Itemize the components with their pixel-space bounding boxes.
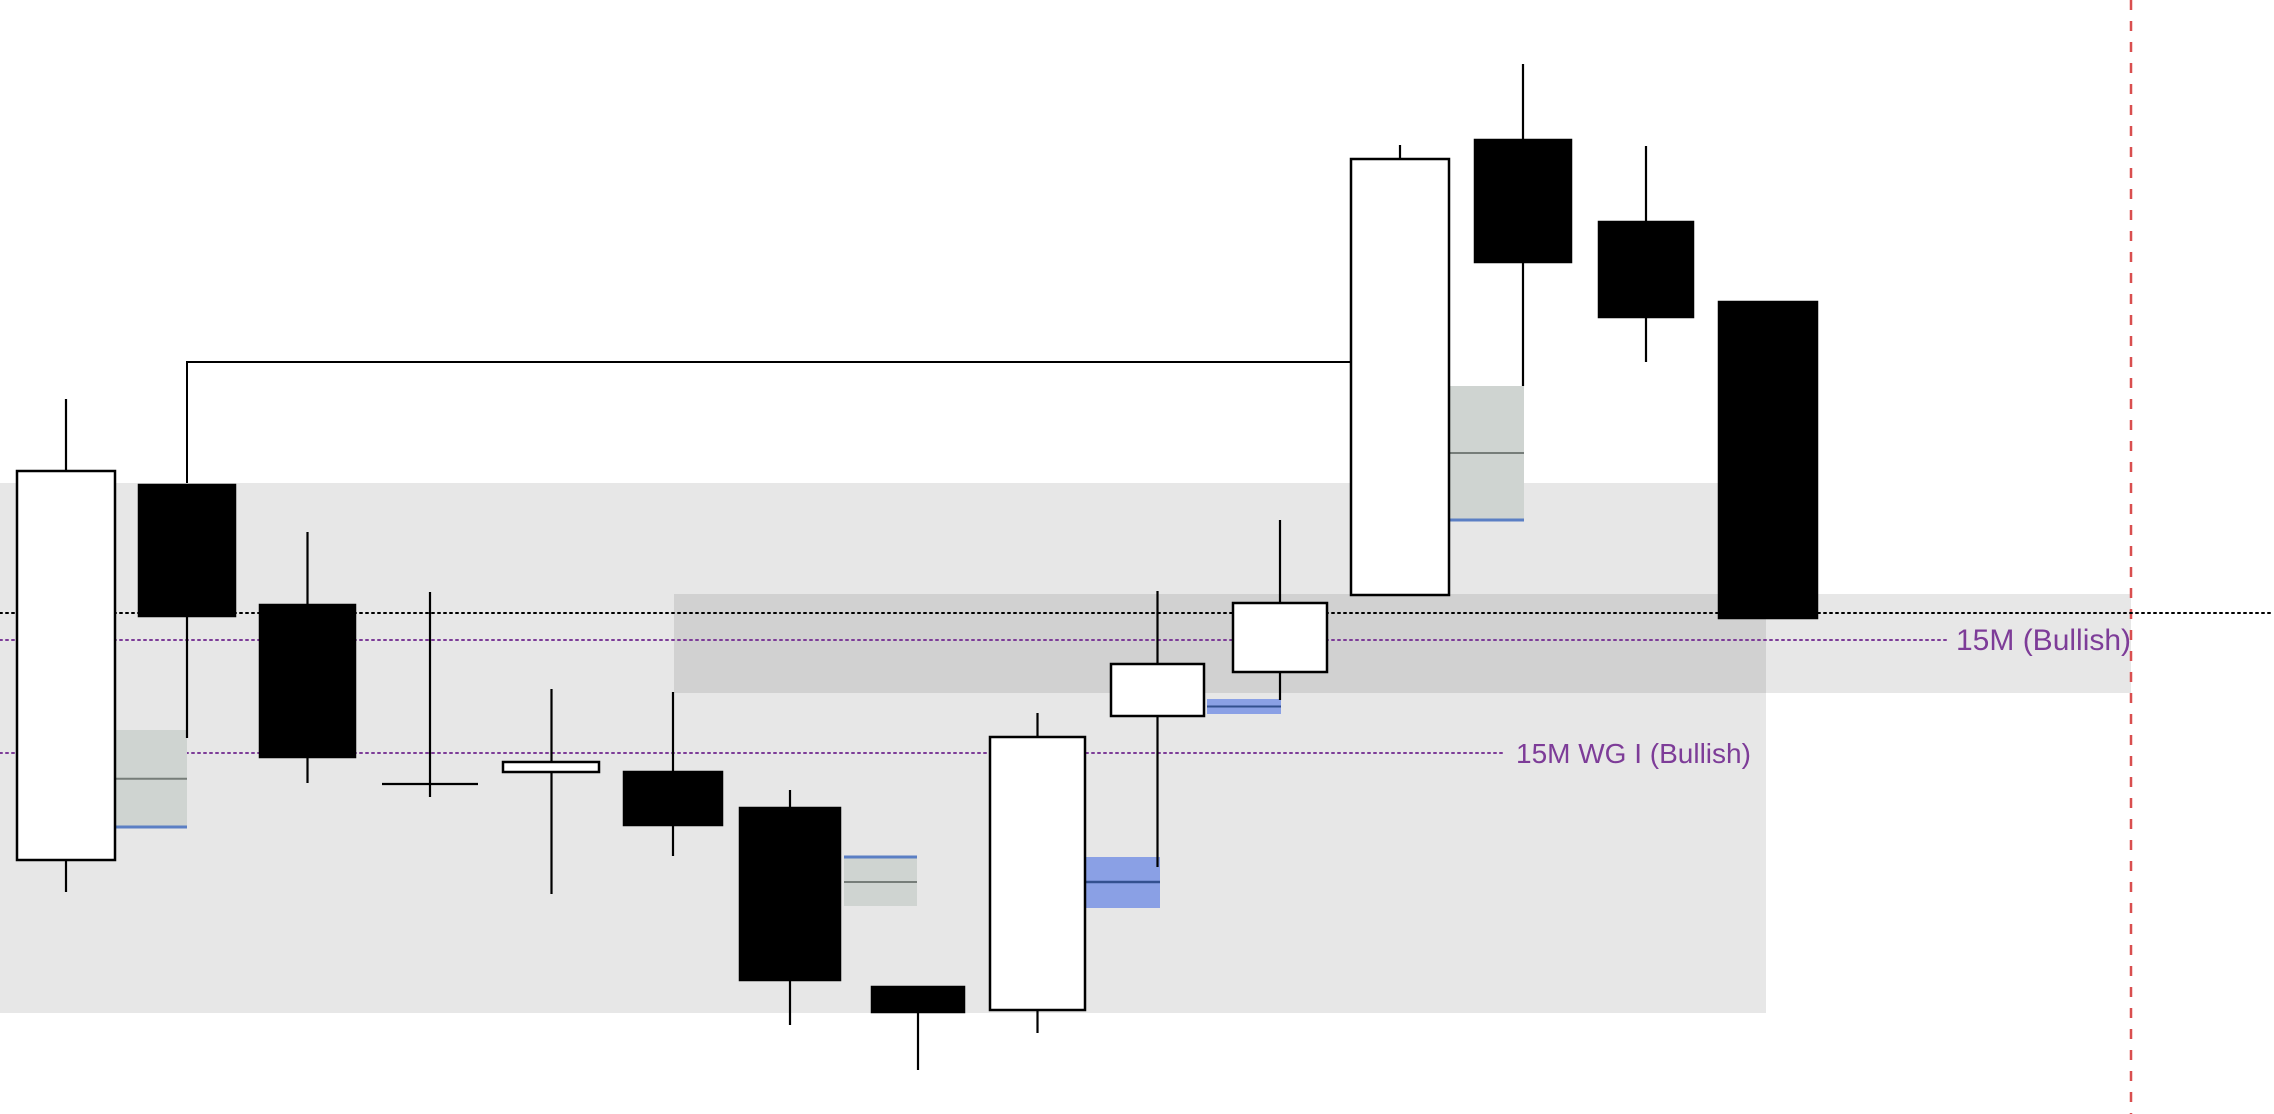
svg-text:15M (Bullish): 15M (Bullish) xyxy=(1956,624,2131,657)
svg-text:15M WG I (Bullish): 15M WG I (Bullish) xyxy=(1516,738,1751,769)
